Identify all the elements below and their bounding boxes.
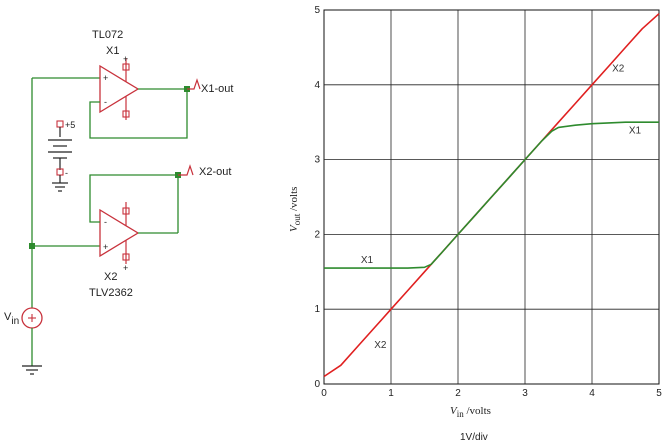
x-tick-label: 4 bbox=[589, 388, 595, 399]
tick-labels: 0 1 2 3 4 5 0 1 2 3 4 5 bbox=[314, 5, 662, 399]
x1-out-label: X1-out bbox=[201, 83, 233, 95]
opamp-x2-model: TLV2362 bbox=[89, 287, 133, 299]
x2-out-probe bbox=[178, 164, 194, 176]
y-axis-title: Vout /volts bbox=[288, 187, 302, 232]
x2-vplus-sign: + bbox=[123, 263, 128, 273]
opamp-x2-plus: + bbox=[103, 242, 108, 252]
opamp-x1-ref: X1 bbox=[106, 45, 119, 57]
series-group bbox=[323, 13, 660, 378]
x-tick-label: 1 bbox=[388, 388, 394, 399]
opamp-x1-symbol bbox=[99, 64, 140, 114]
x1-vminus-pin bbox=[122, 110, 130, 118]
opamp-x1-plus: + bbox=[103, 73, 108, 83]
opamp-x1-model: TL072 bbox=[92, 29, 123, 41]
junction-node bbox=[29, 243, 35, 249]
series-label-x1: X1 bbox=[361, 255, 374, 266]
transfer-chart: 0 1 2 3 4 5 0 1 2 3 4 5 X1 X1 X2 X2 Vin /volts Vout /v… bbox=[288, 5, 662, 443]
opamp-x1-minus: - bbox=[104, 97, 107, 107]
y-tick-label: 3 bbox=[314, 155, 320, 166]
supply-neg-label: - bbox=[65, 168, 68, 178]
x2-vplus-pin bbox=[122, 253, 130, 261]
series-label-x2: X2 bbox=[612, 63, 625, 74]
x1-out-probe bbox=[187, 78, 201, 90]
supply-pos-pin bbox=[56, 120, 64, 128]
vin-label: Vin bbox=[4, 311, 19, 327]
x-tick-label: 2 bbox=[455, 388, 461, 399]
y-tick-label: 1 bbox=[314, 304, 320, 315]
circuit-schematic: + - + TL072 X1 X1-out +5 - - + bbox=[4, 29, 233, 375]
y-tick-label: 2 bbox=[314, 229, 320, 240]
x2-vminus-pin bbox=[122, 207, 130, 215]
series-label-x2: X2 bbox=[374, 340, 387, 351]
scale-footer: 1V/div bbox=[460, 432, 488, 443]
opamp-x2-minus: - bbox=[104, 217, 107, 227]
x-tick-label: 3 bbox=[522, 388, 528, 399]
x-tick-label: 5 bbox=[656, 388, 662, 399]
x-axis-title: Vin /volts bbox=[450, 405, 491, 419]
x-tick-label: 0 bbox=[321, 388, 327, 399]
supply-pos-label: +5 bbox=[65, 120, 75, 130]
x1-vplus-pin bbox=[122, 63, 130, 71]
x1-feedback-wire bbox=[89, 89, 188, 139]
x2-feedback-wire bbox=[89, 174, 178, 223]
y-tick-label: 0 bbox=[314, 379, 320, 390]
y-tick-label: 5 bbox=[314, 5, 320, 16]
opamp-x2-ref: X2 bbox=[104, 271, 117, 283]
series-line-x1 bbox=[324, 121, 659, 269]
x1-vplus-sign: + bbox=[123, 54, 128, 64]
x2-out-label: X2-out bbox=[199, 166, 231, 178]
y-tick-label: 4 bbox=[314, 80, 320, 91]
series-label-x1: X1 bbox=[629, 125, 642, 136]
grid bbox=[324, 10, 659, 384]
series-labels: X1 X1 X2 X2 bbox=[361, 63, 642, 351]
opamp-x2-symbol bbox=[99, 208, 140, 258]
